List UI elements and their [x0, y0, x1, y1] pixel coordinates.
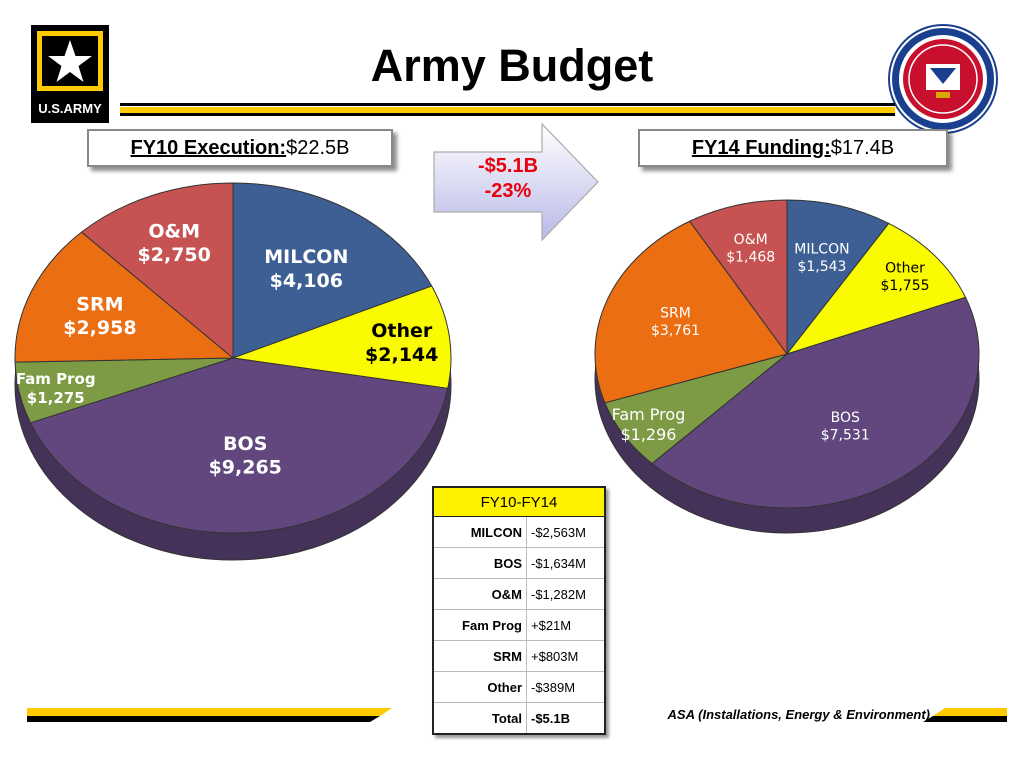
- table-row: BOS -$1,634M: [432, 547, 606, 579]
- footer-text: ASA (Installations, Energy & Environment…: [667, 707, 930, 722]
- row-value: +$21M: [526, 609, 606, 641]
- row-label: MILCON: [432, 516, 527, 548]
- change-text: -$5.1B -23%: [448, 154, 568, 204]
- slice-value: $7,531: [821, 427, 870, 443]
- fy14-funding-box: FY14 Funding: $17.4B: [638, 129, 948, 167]
- row-value: -$389M: [526, 671, 606, 703]
- slice-value: $2,958: [63, 317, 136, 339]
- star-icon: [48, 40, 92, 82]
- page-title: Army Budget: [370, 40, 654, 91]
- fy14-value: $17.4B: [830, 136, 895, 159]
- change-amount: -$5.1B: [477, 155, 539, 177]
- slice-label: MILCON: [794, 241, 849, 257]
- fy10-value: $22.5B: [286, 136, 350, 159]
- row-value: -$1,282M: [526, 578, 606, 610]
- slice-value: $9,265: [209, 457, 282, 479]
- pie-slice-o-m: [688, 199, 788, 356]
- fy14-pie-chart: MILCON $1,543 Other $1,755 BOS$7,531 Fam Prog…: [594, 199, 980, 534]
- row-label: Total: [432, 702, 527, 735]
- army-logo: U.S.ARMY: [31, 25, 109, 123]
- table-row: O&M -$1,282M: [432, 578, 606, 610]
- table-row: Other -$389M: [432, 671, 606, 703]
- pie-slice-milcon: [232, 182, 433, 359]
- change-table: FY10-FY14 MILCON -$2,563M BOS -$1,634M O&M…: [432, 486, 606, 735]
- fy14-label: FY14 Funding:: [691, 136, 831, 159]
- pie-slice-other: [785, 222, 967, 355]
- row-label: O&M: [432, 578, 527, 610]
- fy10-pie-chart: MILCON$4,106 Other$2,144 BOS$9,265 Fam Prog…: [14, 182, 452, 561]
- slice-label: O&M: [734, 232, 768, 248]
- row-value: -$5.1B: [526, 702, 606, 735]
- table-row: SRM +$803M: [432, 640, 606, 672]
- slice-label: Other: [885, 260, 925, 276]
- army-logo-text: U.S.ARMY: [38, 101, 102, 116]
- slice-label: BOS: [831, 410, 860, 426]
- pie-slice-bos: [29, 357, 449, 534]
- table-header: FY10-FY14: [432, 486, 606, 517]
- slice-value: $1,755: [881, 278, 930, 294]
- slice-value: $3,761: [651, 323, 700, 339]
- row-label: Fam Prog: [432, 609, 527, 641]
- asa-seal: [888, 24, 998, 134]
- slice-value: $4,106: [270, 270, 343, 292]
- pie-slice-other: [232, 285, 452, 389]
- slice-label: Fam Prog: [16, 370, 96, 388]
- row-value: -$1,634M: [526, 547, 606, 579]
- change-percent: -23%: [484, 180, 532, 202]
- pie-slice-milcon: [786, 199, 890, 356]
- fy10-label: FY10 Execution:: [130, 136, 287, 159]
- pie-slice-o-m: [80, 182, 234, 360]
- slice-label: SRM: [660, 306, 691, 322]
- change-arrow: [433, 122, 599, 242]
- slice-label: MILCON: [264, 246, 348, 268]
- slice-value: $1,543: [797, 259, 846, 275]
- slice-label: SRM: [76, 293, 123, 315]
- slice-value: $2,144: [365, 344, 438, 366]
- fy10-execution-box: FY10 Execution: $22.5B: [87, 129, 393, 167]
- table-row: Fam Prog +$21M: [432, 609, 606, 641]
- slice-label: Fam Prog: [612, 405, 686, 424]
- top-divider: [120, 103, 895, 116]
- pie-slice-srm: [14, 231, 235, 363]
- pie-slice-srm: [594, 220, 788, 404]
- slice-label: O&M: [148, 220, 200, 242]
- slice-value: $1,275: [27, 389, 85, 407]
- row-label: SRM: [432, 640, 527, 672]
- pie-slice-bos: [651, 296, 980, 509]
- slice-value: $1,296: [620, 425, 676, 444]
- bottom-divider: [27, 708, 1007, 722]
- row-value: -$2,563M: [526, 516, 606, 548]
- row-label: Other: [432, 671, 527, 703]
- slice-label: Other: [371, 320, 433, 342]
- row-value: +$803M: [526, 640, 606, 672]
- table-total-row: Total -$5.1B: [432, 702, 606, 735]
- slice-value: $1,468: [726, 250, 775, 266]
- slice-label: BOS: [223, 433, 267, 455]
- table-row: MILCON -$2,563M: [432, 516, 606, 548]
- row-label: BOS: [432, 547, 527, 579]
- slice-value: $2,750: [138, 244, 211, 266]
